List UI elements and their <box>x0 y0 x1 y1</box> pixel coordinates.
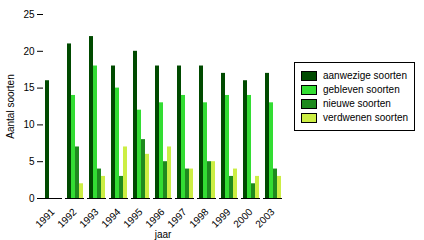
svg-text:1994: 1994 <box>99 206 123 230</box>
html-text:aanwezige soorten: aanwezige soorten <box>323 70 407 81</box>
html-text:nieuwe soorten: nieuwe soorten <box>323 98 391 109</box>
html-text:gebleven soorten: gebleven soorten <box>323 84 400 95</box>
svg-text:10: 10 <box>23 119 35 130</box>
svg-text:1996: 1996 <box>143 206 167 230</box>
svg-text:1999: 1999 <box>209 206 233 230</box>
svg-text:1998: 1998 <box>187 206 211 230</box>
svg-text:2000: 2000 <box>231 206 255 230</box>
svg-text:1993: 1993 <box>77 206 101 230</box>
svg-text:jaar: jaar <box>154 229 172 240</box>
svg-text:20: 20 <box>23 46 35 57</box>
svg-text:1991: 1991 <box>33 206 57 230</box>
svg-text:25: 25 <box>23 9 35 20</box>
svg-text:5: 5 <box>29 156 35 167</box>
svg-text:1992: 1992 <box>55 206 79 230</box>
svg-text:2003: 2003 <box>253 206 277 230</box>
svg-text:1995: 1995 <box>121 206 145 230</box>
svg-text:15: 15 <box>23 82 35 93</box>
svg-text:Aantal soorten: Aantal soorten <box>5 74 16 139</box>
html-text:verdwenen soorten: verdwenen soorten <box>323 112 409 123</box>
svg-text:0: 0 <box>29 193 35 204</box>
svg-text:1997: 1997 <box>165 206 189 230</box>
